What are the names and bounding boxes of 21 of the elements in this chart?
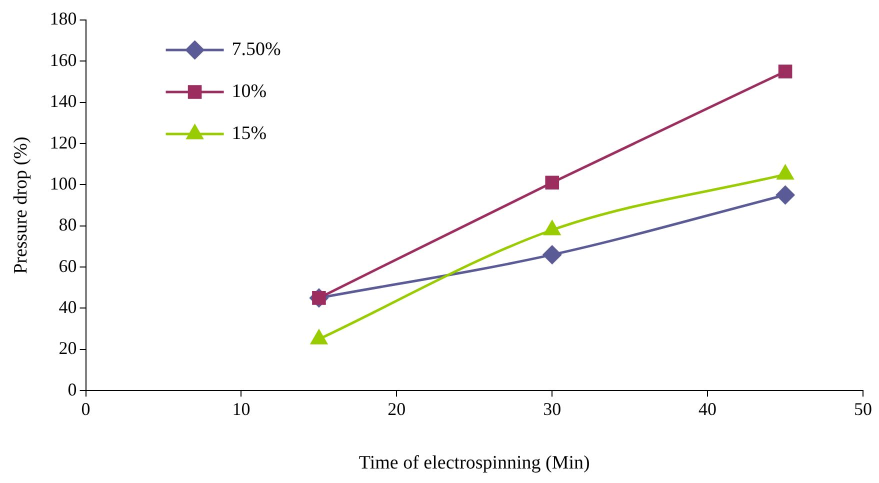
y-tick-label: 60 [58,256,77,276]
y-tick-label: 80 [58,214,77,235]
y-axis-title: Pressure drop (%) [10,136,32,274]
x-tick-label: 10 [232,399,250,420]
y-tick-label: 100 [50,173,77,194]
legend-label: 7.50% [232,38,282,60]
x-tick-label: 20 [388,399,406,420]
y-tick-label: 140 [50,91,77,112]
x-tick-label: 50 [854,399,872,420]
y-tick-label: 120 [50,132,77,152]
y-tick-label: 20 [58,338,77,358]
y-tick-label: 40 [58,296,77,317]
x-tick-label: 0 [81,399,90,420]
legend-label: 10% [232,80,267,102]
y-tick-label: 180 [50,8,77,29]
x-tick-label: 40 [698,399,717,420]
y-tick-label: 160 [50,50,77,70]
x-axis-title: Time of electrospinning (Min) [358,452,590,474]
y-tick-label: 0 [68,379,77,400]
legend-label: 15% [232,122,267,144]
x-tick-label: 30 [543,399,562,420]
